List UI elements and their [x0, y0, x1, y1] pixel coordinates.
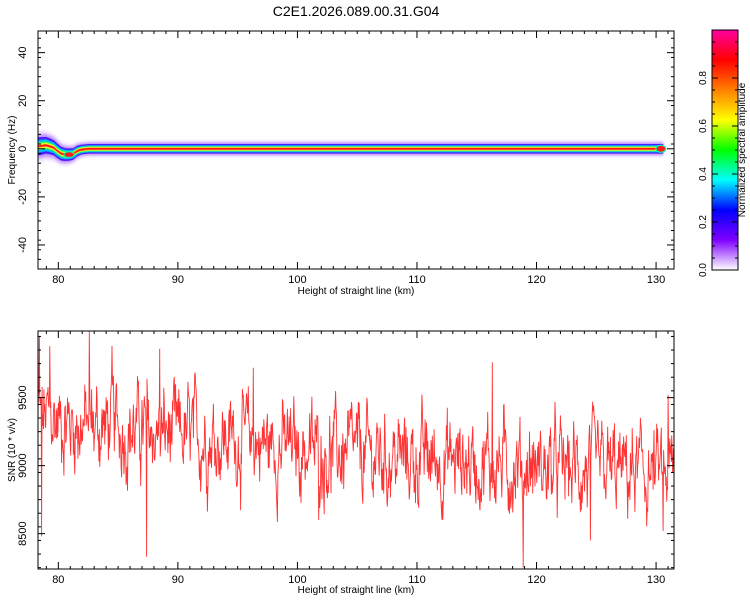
- colorbar-tick-label: 0.6: [698, 119, 709, 133]
- colorbar-tick-label: 0.2: [698, 215, 709, 229]
- colorbar-tick-label: 0.4: [698, 167, 709, 181]
- spectrogram-x-tick-label: 90: [172, 274, 184, 286]
- snr-x-label: Height of straight line (km): [298, 585, 415, 596]
- spectrogram-x-tick-label: 100: [288, 274, 306, 286]
- snr-panel: 80 90 100 110 120 130 8500 9000 9500 Height of s…: [7, 330, 675, 596]
- snr-y-label: SNR (10 * v/v): [7, 418, 18, 482]
- snr-x-tick-label: 90: [172, 574, 184, 586]
- colorbar-tick-label: 0.8: [698, 71, 709, 85]
- snr-x-tick-label: 110: [408, 574, 426, 586]
- snr-series-line: [38, 331, 674, 568]
- snr-y-tick-label: 9000: [17, 453, 29, 477]
- spectrogram-panel: 80 90 100 110 120 130 -40 -20 0 20 40 Height of st…: [7, 30, 675, 297]
- snr-x-tick-label: 130: [647, 574, 665, 586]
- snr-x-tick-label: 100: [288, 574, 306, 586]
- spectrogram-y-label: Frequency (Hz): [7, 116, 18, 185]
- snr-frame: [37, 330, 675, 570]
- snr-ticks: 80 90 100 110 120 130 8500 9000 9500: [17, 331, 674, 586]
- colorbar: 0.0 0.2 0.4 0.6 0.8 Normalized spectral ampl…: [698, 29, 748, 277]
- spectrogram-y-tick-label: 0: [17, 146, 29, 152]
- spectrogram-y-tick-label: -40: [17, 237, 29, 253]
- spectrogram-x-tick-label: 110: [408, 274, 426, 286]
- spectrogram-y-tick-label: 40: [17, 47, 29, 59]
- snr-x-tick-label: 120: [527, 574, 545, 586]
- spectrogram-y-tick-label: 20: [17, 95, 29, 107]
- spectrogram-x-tick-label: 120: [527, 274, 545, 286]
- colorbar-tick-label: 0.0: [698, 263, 709, 277]
- spectrogram-x-tick-label: 130: [647, 274, 665, 286]
- spectrogram-y-tick-label: -20: [17, 189, 29, 205]
- colorbar-label: Normalized spectral amplitude: [737, 82, 748, 217]
- spectrogram-x-label: Height of straight line (km): [298, 286, 415, 297]
- snr-x-tick-label: 80: [52, 574, 64, 586]
- spectrogram-frame: [37, 30, 675, 270]
- snr-y-tick-label: 8500: [17, 521, 29, 545]
- spectrogram-heatmap: [38, 129, 667, 166]
- spectrogram-peak-end: [655, 144, 667, 153]
- colorbar-ticks: 0.0 0.2 0.4 0.6 0.8: [698, 41, 738, 277]
- chart-title: C2E1.2026.089.00.31.G04: [273, 3, 440, 19]
- spectrogram-peak-start: [63, 151, 75, 158]
- snr-plot-area: [38, 331, 674, 569]
- spectrogram-band-6: [38, 143, 664, 156]
- spectrogram-x-tick-label: 80: [52, 274, 64, 286]
- colorbar-gradient: [711, 29, 739, 271]
- spectrogram-ticks: 80 90 100 110 120 130 -40 -20 0 20 40: [17, 31, 674, 286]
- snr-y-tick-label: 9500: [17, 385, 29, 409]
